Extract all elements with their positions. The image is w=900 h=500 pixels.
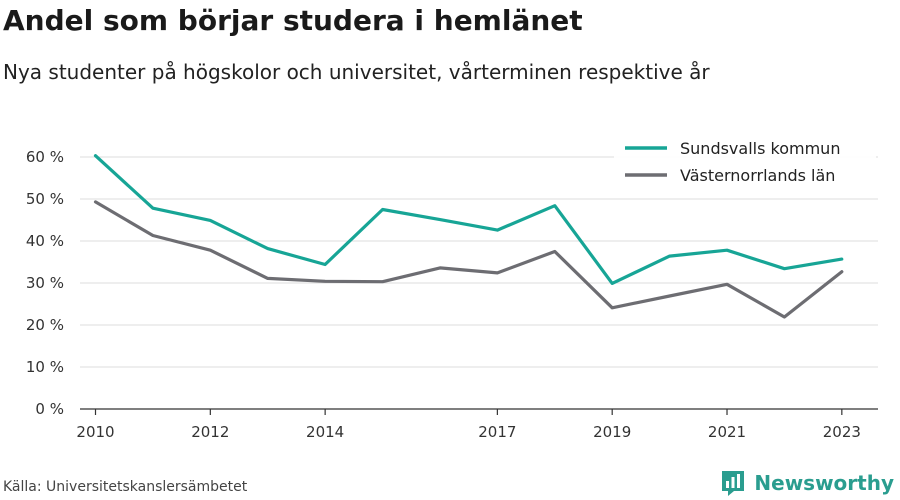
series-line-sundsvall	[93, 154, 844, 285]
legend-label: Västernorrlands län	[680, 166, 835, 185]
brand-name: Newsworthy	[754, 471, 894, 495]
x-tick-label: 2010	[76, 423, 114, 441]
legend-background	[614, 130, 876, 192]
newsworthy-logo-icon	[722, 471, 745, 496]
y-tick-label: 40 %	[26, 232, 64, 250]
y-tick-label: 20 %	[26, 316, 64, 334]
y-tick-label: 0 %	[35, 400, 64, 418]
x-tick-label: 2019	[593, 423, 631, 441]
series-lines	[93, 154, 844, 319]
chart-title: Andel som börjar studera i hemlänet	[3, 4, 583, 37]
x-tick-label: 2014	[306, 423, 344, 441]
y-tick-label: 10 %	[26, 358, 64, 376]
y-tick-label: 50 %	[26, 190, 64, 208]
x-tick-label: 2017	[478, 423, 516, 441]
x-axis: 2010 2012 2014 2017 2019 2021 2023	[76, 408, 878, 441]
brand-logo: Newsworthy	[720, 468, 894, 498]
x-tick-label: 2021	[708, 423, 746, 441]
series-line-vasternorrland	[93, 200, 844, 319]
y-axis: 0 % 10 % 20 % 30 % 40 % 50 % 60 %	[26, 148, 64, 418]
x-tick-label: 2023	[823, 423, 861, 441]
source-note: Källa: Universitetskanslersämbetet	[3, 479, 248, 495]
legend-label: Sundsvalls kommun	[680, 139, 840, 158]
legend: Sundsvalls kommun Västernorrlands län	[614, 130, 876, 192]
y-tick-label: 60 %	[26, 148, 64, 166]
x-tick-label: 2012	[191, 423, 229, 441]
y-tick-label: 30 %	[26, 274, 64, 292]
chart-subtitle: Nya studenter på högskolor och universit…	[3, 60, 710, 84]
